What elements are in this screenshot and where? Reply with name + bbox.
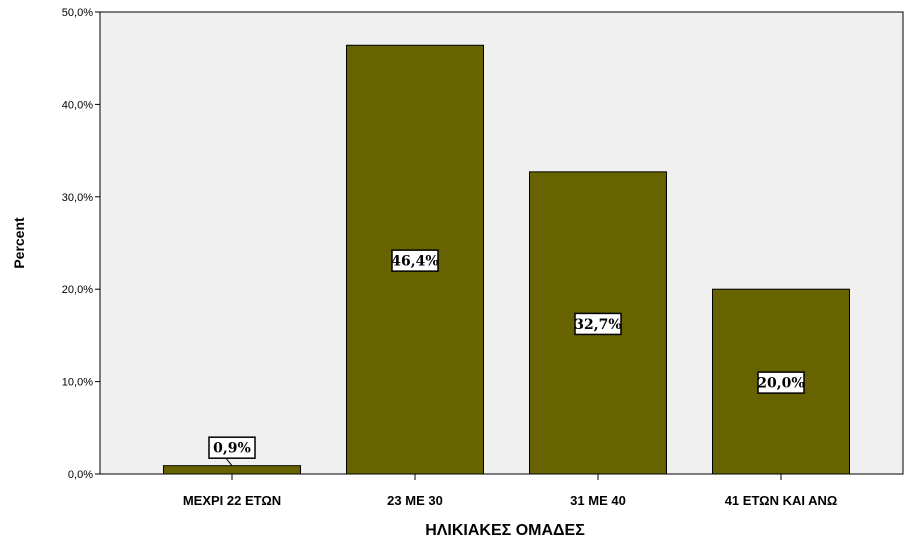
x-tick-label: 23 ΜΕ 30 [387, 493, 443, 508]
data-label-text: 46,4% [391, 254, 438, 270]
y-tick-label: 10,0% [62, 377, 93, 389]
data-label: 0,9% [208, 436, 256, 466]
x-tick-label: ΜΕΧΡΙ 22 ΕΤΩΝ [183, 493, 281, 508]
data-label-text: 20,0% [757, 376, 804, 392]
data-labels: 0,9% 46,4% 32,7% 20,0% [208, 249, 805, 466]
data-label-box [757, 371, 805, 394]
data-label: 46,4% [391, 249, 439, 272]
data-label-text: 32,7% [574, 317, 621, 333]
x-axis-title: ΗΛΙΚΙΑΚΕΣ ΟΜΑΔΕΣ [425, 522, 585, 539]
data-label-box [208, 436, 256, 459]
y-tick-label: 40,0% [62, 99, 93, 111]
data-label-text: 0,9% [213, 441, 251, 457]
y-axis-title: Percent [11, 217, 27, 269]
x-axis-ticks: ΜΕΧΡΙ 22 ΕΤΩΝ 23 ΜΕ 30 31 ΜΕ 40 41 ΕΤΩΝ ΚΑΙ… [183, 474, 837, 508]
data-label: 32,7% [574, 312, 622, 336]
y-tick-label: 30,0% [62, 192, 93, 204]
data-label: 20,0% [757, 371, 805, 394]
y-axis-ticks: 0,0% 10,0% 20,0% 30,0% 40,0% 50,0% [62, 7, 100, 481]
x-tick-label: 41 ΕΤΩΝ ΚΑΙ ΑΝΩ [725, 493, 838, 508]
y-tick-label: 0,0% [68, 469, 93, 481]
data-label-leader [225, 457, 233, 466]
bar [163, 465, 301, 475]
y-tick-label: 20,0% [62, 284, 93, 296]
x-tick-label: 31 ΜΕ 40 [570, 493, 626, 508]
data-label-box [391, 249, 439, 272]
y-tick-label: 50,0% [62, 7, 93, 19]
bar [712, 288, 850, 475]
data-label-box [574, 312, 622, 336]
